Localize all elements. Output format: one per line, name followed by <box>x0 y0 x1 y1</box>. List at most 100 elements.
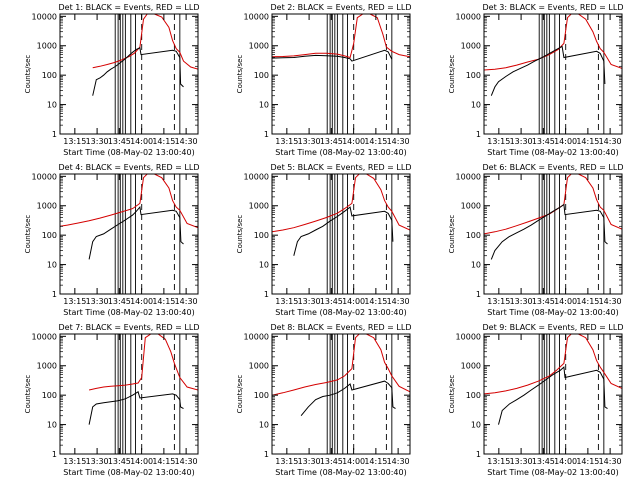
x-tick-label: 13:30 <box>510 297 533 306</box>
panel-title: Det 6: BLACK = Events, RED = LLD <box>483 163 624 172</box>
series-line <box>88 391 184 425</box>
panel-title: Det 4: BLACK = Events, RED = LLD <box>59 163 200 172</box>
x-tick-label: 14:00 <box>554 297 577 306</box>
x-tick-label: 13:30 <box>86 297 109 306</box>
x-axis-label: Start Time (08-May-02 13:00:40) <box>487 148 618 157</box>
series-line <box>484 174 622 235</box>
x-tick-label: 14:15 <box>576 137 599 146</box>
series-line <box>498 366 608 425</box>
plot-area <box>88 334 198 454</box>
y-tick-label: 10000 <box>244 172 269 181</box>
x-axis-label: Start Time (08-May-02 13:00:40) <box>63 468 194 477</box>
panel-det-1: 1 10 100 1000 10000 13:15 13:30 13:45 14:00 14:15… <box>24 3 199 157</box>
x-tick-label: 13:15 <box>63 457 86 466</box>
x-tick-label: 14:30 <box>175 457 198 466</box>
y-tick-label: 10000 <box>456 332 481 341</box>
y-tick-label: 10 <box>471 101 481 110</box>
x-tick-label: 13:45 <box>108 297 131 306</box>
y-axis-label: Counts/sec <box>24 55 32 94</box>
series-line <box>92 14 198 70</box>
x-tick-label: 13:30 <box>298 297 321 306</box>
axes-frame <box>271 173 411 295</box>
x-tick-label: 14:15 <box>152 297 175 306</box>
axes-frame <box>483 13 623 135</box>
x-tick-label: 13:15 <box>275 457 298 466</box>
x-tick-label: 13:45 <box>320 137 343 146</box>
panel-det-8: 1 10 100 1000 10000 13:15 13:30 13:45 14:00 14:15… <box>236 323 411 477</box>
y-tick-label: 1 <box>476 290 481 299</box>
x-tick-label: 13:30 <box>510 457 533 466</box>
y-tick-label: 1 <box>52 450 57 459</box>
panel-title: Det 7: BLACK = Events, RED = LLD <box>59 323 200 332</box>
axes-frame <box>59 173 199 295</box>
x-tick-label: 14:30 <box>599 457 622 466</box>
x-tick-label: 14:15 <box>152 457 175 466</box>
x-tick-label: 13:15 <box>63 137 86 146</box>
y-tick-label: 10000 <box>32 172 57 181</box>
axes-frame <box>271 13 411 135</box>
x-axis-label: Start Time (08-May-02 13:00:40) <box>275 308 406 317</box>
y-tick-label: 10000 <box>244 12 269 21</box>
x-tick-label: 13:30 <box>86 137 109 146</box>
x-tick-label: 14:00 <box>130 297 153 306</box>
axes-frame <box>271 333 411 455</box>
series-line <box>300 380 396 417</box>
series-line <box>490 45 606 96</box>
panel-title: Det 8: BLACK = Events, RED = LLD <box>271 323 412 332</box>
x-tick-label: 13:15 <box>487 457 510 466</box>
y-axis-label: Counts/sec <box>448 55 456 94</box>
plot-area <box>92 14 198 134</box>
x-tick-label: 13:15 <box>275 297 298 306</box>
x-tick-label: 14:15 <box>364 137 387 146</box>
x-tick-label: 13:15 <box>63 297 86 306</box>
y-axis-label: Counts/sec <box>24 375 32 414</box>
y-tick-label: 10 <box>47 261 57 270</box>
y-tick-label: 1000 <box>37 42 57 51</box>
series-line <box>272 49 393 62</box>
y-tick-label: 100 <box>42 391 57 400</box>
y-tick-label: 10000 <box>244 332 269 341</box>
x-axis-label: Start Time (08-May-02 13:00:40) <box>275 148 406 157</box>
plot-area <box>484 174 622 294</box>
y-axis-label: Counts/sec <box>448 375 456 414</box>
x-tick-label: 13:30 <box>298 137 321 146</box>
y-tick-label: 100 <box>466 391 481 400</box>
panel-title: Det 9: BLACK = Events, RED = LLD <box>483 323 624 332</box>
y-axis-label: Counts/sec <box>24 215 32 254</box>
y-tick-label: 10 <box>471 421 481 430</box>
plot-area <box>272 334 410 454</box>
plot-area <box>272 14 410 134</box>
x-tick-label: 14:00 <box>130 457 153 466</box>
x-tick-label: 14:15 <box>152 137 175 146</box>
y-tick-label: 1000 <box>461 42 481 51</box>
plot-area <box>484 14 622 134</box>
x-tick-label: 14:00 <box>342 297 365 306</box>
panel-det-5: 1 10 100 1000 10000 13:15 13:30 13:45 14:00 14:15… <box>236 163 411 317</box>
x-axis-label: Start Time (08-May-02 13:00:40) <box>63 148 194 157</box>
y-tick-label: 10 <box>47 421 57 430</box>
x-tick-label: 14:15 <box>364 297 387 306</box>
y-tick-label: 10000 <box>32 332 57 341</box>
y-axis-label: Counts/sec <box>448 215 456 254</box>
x-tick-label: 14:30 <box>599 137 622 146</box>
series-line <box>272 334 410 396</box>
x-axis-label: Start Time (08-May-02 13:00:40) <box>487 308 618 317</box>
series-line <box>272 14 410 59</box>
y-tick-label: 10000 <box>32 12 57 21</box>
series-line <box>88 334 198 391</box>
x-tick-label: 13:45 <box>532 137 555 146</box>
x-tick-label: 14:00 <box>130 137 153 146</box>
y-tick-label: 1000 <box>461 362 481 371</box>
x-tick-label: 14:30 <box>387 297 410 306</box>
y-tick-label: 1 <box>264 130 269 139</box>
x-tick-label: 14:00 <box>554 457 577 466</box>
plot-area <box>484 334 622 454</box>
y-tick-label: 1 <box>264 290 269 299</box>
x-tick-label: 13:45 <box>532 457 555 466</box>
axes-frame <box>483 173 623 295</box>
series-line <box>88 205 184 260</box>
panel-det-3: 1 10 100 1000 10000 13:15 13:30 13:45 14:00 14:15… <box>448 3 623 157</box>
x-tick-label: 14:30 <box>175 137 198 146</box>
x-tick-label: 13:45 <box>108 137 131 146</box>
x-tick-label: 13:15 <box>487 137 510 146</box>
